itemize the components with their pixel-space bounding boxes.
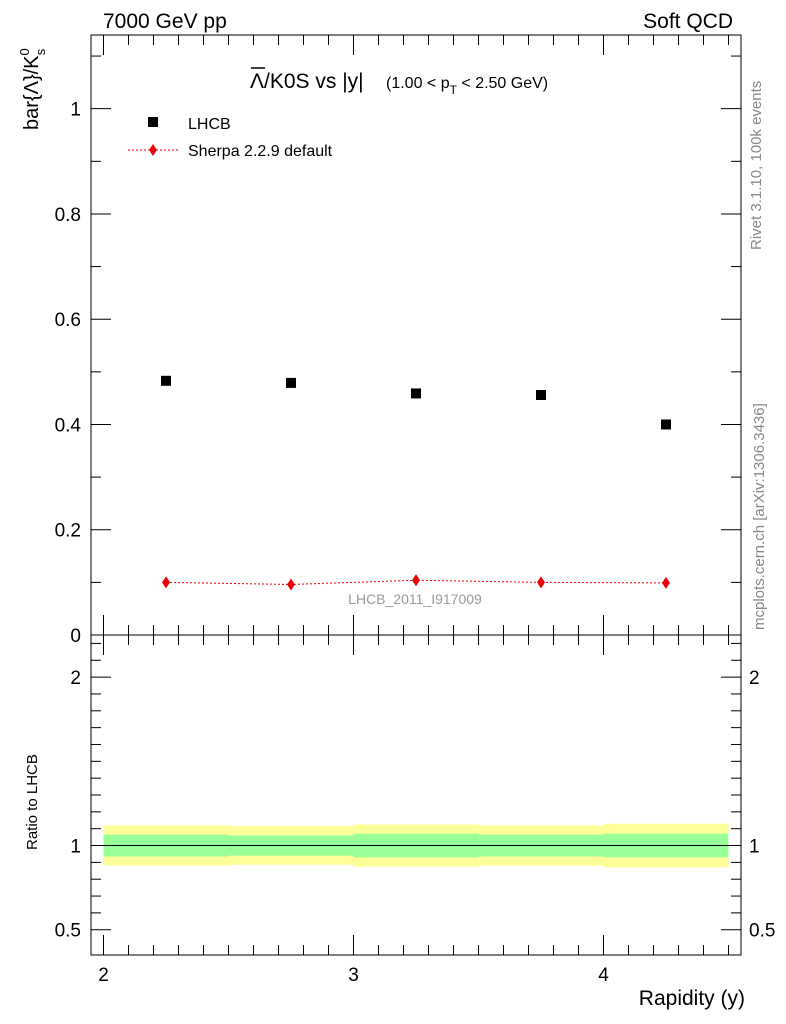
main-ylabel-main: bar{Λ}/K bbox=[21, 55, 43, 130]
main-ytick-label: 0.6 bbox=[55, 310, 81, 331]
xtick-label: 3 bbox=[348, 965, 359, 986]
chart-title: Λ/K0S vs |y| (1.00 < pT < 2.50 GeV) bbox=[250, 67, 548, 97]
main-markers bbox=[161, 375, 671, 591]
main-ylabel-sub: s bbox=[33, 48, 48, 55]
ratio-ytick-label-right: 2 bbox=[749, 668, 760, 689]
ratio-ticks: 0.5 0.5 1 1 2 2 2 3 4 bbox=[55, 635, 775, 986]
legend: LHCB Sherpa 2.2.9 default bbox=[128, 116, 333, 160]
main-ytick-label: 0.2 bbox=[55, 521, 81, 542]
ratio-ytick-label: 2 bbox=[70, 668, 81, 689]
ratio-bands bbox=[103, 823, 741, 868]
ratio-frame bbox=[90, 634, 742, 956]
sherpa-point bbox=[662, 576, 670, 589]
title-cut-prefix: (1.00 < p bbox=[386, 75, 450, 92]
title-lambda: Λ bbox=[250, 70, 264, 93]
header-right: Soft QCD bbox=[643, 10, 733, 33]
sherpa-point bbox=[287, 578, 295, 591]
sherpa-point bbox=[162, 576, 170, 589]
lhcb-point bbox=[536, 390, 546, 400]
ratio-ylabel: Ratio to LHCB bbox=[24, 754, 41, 850]
main-ytick-label: 0.4 bbox=[55, 415, 82, 436]
legend-lhcb-marker bbox=[148, 117, 158, 127]
ratio-panel: 0.5 0.5 1 1 2 2 2 3 4 Ratio to LHCB Rapidity (y) bbox=[24, 634, 775, 1010]
main-ytick-label: 1 bbox=[70, 100, 81, 121]
lhcb-point bbox=[161, 375, 171, 386]
xtick-label: 2 bbox=[98, 965, 109, 986]
sherpa-point bbox=[412, 574, 420, 587]
sherpa-point bbox=[537, 576, 545, 589]
main-panel: 0 0.2 0.4 0.6 0.8 1 LHCB_2011_I917009 Λ/K0S v… bbox=[17, 34, 742, 647]
legend-sherpa-marker bbox=[149, 144, 157, 156]
xlabel: Rapidity (y) bbox=[639, 987, 745, 1010]
legend-lhcb-label: LHCB bbox=[188, 116, 231, 133]
lhcb-point bbox=[411, 388, 421, 399]
main-ylabel: bar{Λ}/K0s bbox=[17, 48, 48, 130]
watermark: LHCB_2011_I917009 bbox=[348, 591, 482, 607]
main-ytick-label: 0 bbox=[70, 626, 81, 647]
title-cut-suffix: < 2.50 GeV) bbox=[457, 75, 548, 92]
legend-sherpa-label: Sherpa 2.2.9 default bbox=[188, 143, 333, 160]
sherpa-polyline bbox=[165, 579, 667, 585]
source-label: mcplots.cern.ch [arXiv:1306.3436] bbox=[751, 403, 768, 630]
lhcb-point bbox=[661, 419, 671, 430]
ratio-ytick-label-right: 0.5 bbox=[749, 921, 775, 942]
svg-text:(1.00 < pT < 2.50 GeV): (1.00 < pT < 2.50 GeV) bbox=[386, 75, 548, 97]
title-rest: /K0S vs |y| bbox=[264, 70, 364, 93]
ratio-ytick-label-right: 1 bbox=[749, 837, 760, 858]
main-ticks: 0 0.2 0.4 0.6 0.8 1 bbox=[55, 35, 741, 647]
header-left: 7000 GeV pp bbox=[103, 10, 227, 33]
main-ylabel-sup: 0 bbox=[17, 48, 32, 55]
rivet-label: Rivet 3.1.10, 100k events bbox=[748, 81, 765, 250]
svg-text:Λ/K0S vs |y|: Λ/K0S vs |y| bbox=[250, 70, 364, 93]
lhcb-point bbox=[286, 377, 296, 388]
main-ytick-label: 0.8 bbox=[55, 205, 81, 226]
ratio-ytick-label: 0.5 bbox=[55, 921, 81, 942]
ratio-ytick-label: 1 bbox=[70, 837, 81, 858]
xtick-label: 4 bbox=[598, 965, 609, 986]
title-cut-sub: T bbox=[450, 83, 458, 97]
sherpa-line bbox=[165, 579, 667, 585]
